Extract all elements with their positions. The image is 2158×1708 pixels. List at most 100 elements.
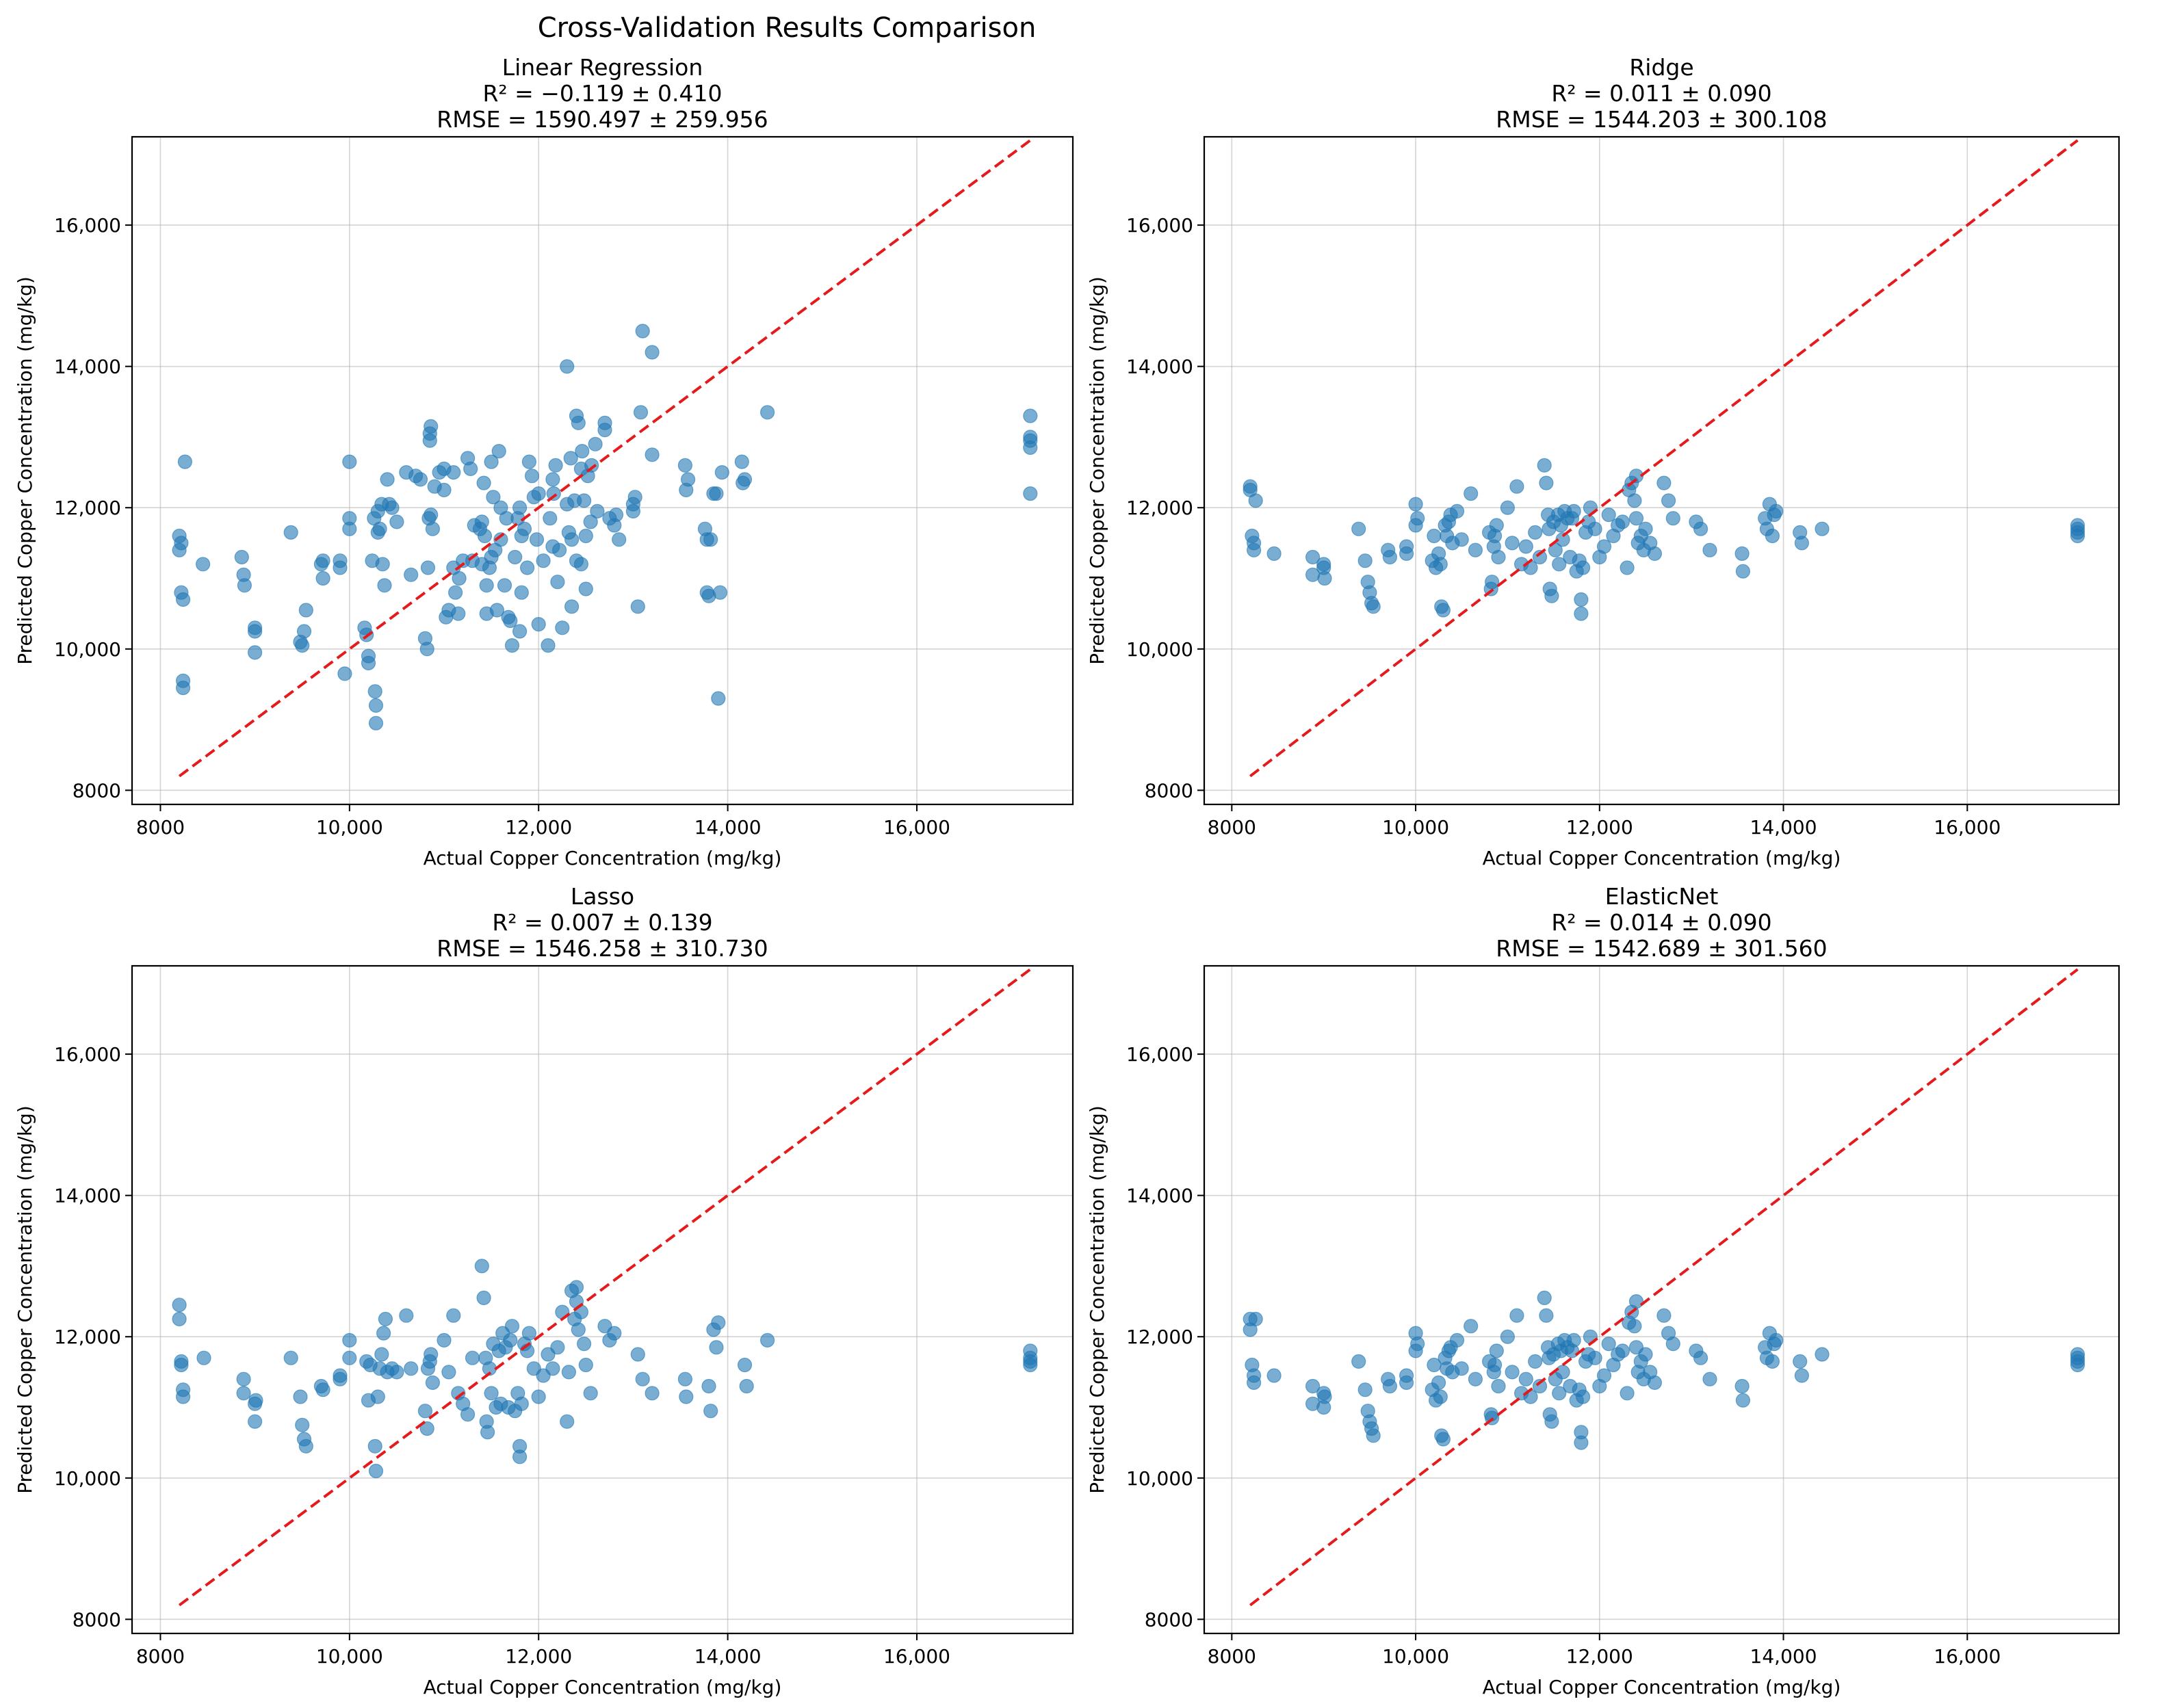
scatter-point [1518,539,1533,554]
scatter-point [1399,546,1414,562]
y-tick-label: 10,000 [1126,638,1193,661]
y-tick-label: 16,000 [54,1043,121,1066]
y-axis-label: Predicted Copper Concentration (mg/kg) [14,276,36,665]
scatter-point [630,1347,645,1362]
scatter-point [1735,1393,1750,1408]
scatter-point [584,458,599,473]
scatter-point [236,1386,251,1401]
scatter-point [446,1308,461,1323]
scatter-point [645,345,660,360]
scatter-point [196,557,211,572]
y-tick-label: 8000 [1145,1608,1193,1631]
scatter-point [1596,539,1612,554]
scatter-point [368,715,384,731]
scatter-point [196,1350,211,1365]
scatter-point [583,514,598,529]
scatter-point [176,680,191,696]
scatter-point [424,1347,439,1362]
scatter-point [1544,1414,1559,1429]
x-tick-label: 10,000 [1382,1645,1449,1668]
scatter-point [389,1365,404,1380]
scatter-point [531,616,546,632]
scatter-point [550,575,565,590]
scatter-point [1574,606,1589,621]
scatter-point [524,469,540,484]
scatter-point [1435,1432,1451,1447]
scatter-point [1351,521,1366,536]
scatter-point [437,1332,452,1348]
scatter-point [1246,542,1262,557]
scatter-point [737,472,753,487]
scatter-point [564,532,580,547]
scatter-point [1576,560,1591,575]
scatter-point [1794,536,1809,551]
scatter-point [1410,1336,1425,1352]
scatter-point [1464,486,1479,501]
x-tick-label: 14,000 [694,816,762,839]
x-tick-label: 16,000 [883,1645,950,1668]
scatter-point [1382,549,1398,565]
scatter-point [1587,1350,1602,1365]
scatter-point [677,458,693,473]
scatter-point [1491,549,1506,565]
scatter-point [283,1350,298,1365]
scatter-point [315,570,330,586]
scatter-point [1433,557,1448,572]
scatter-point [709,1340,724,1355]
scatter-point [1574,1435,1589,1450]
subplot-title: Linear Regression [502,54,703,81]
scatter-point [452,570,467,586]
scatter-point [295,638,310,653]
scatter-point [342,511,357,526]
scatter-point [545,472,560,487]
scatter-point [1489,518,1504,533]
scatter-point [1555,1365,1570,1380]
scatter-point [493,532,508,547]
scatter-point [419,1421,434,1436]
scatter-point [1596,1368,1612,1383]
x-tick-label: 16,000 [883,816,950,839]
scatter-point [333,560,348,575]
scatter-point [1734,1378,1750,1394]
scatter-point [1539,475,1554,490]
scatter-point [484,454,499,469]
scatter-point [1410,511,1425,526]
scatter-point [342,454,357,469]
reference-line [178,968,1032,1607]
scatter-point [551,542,567,557]
scatter-point [1615,514,1630,529]
plot-frame [131,964,1074,1635]
scatter-point [571,1322,586,1337]
scatter-point [295,1417,310,1432]
scatter-point [425,1375,441,1391]
scatter-point [1702,1371,1717,1387]
scatter-point [607,1326,622,1341]
scatter-point [1366,1428,1381,1443]
scatter-point [1566,1332,1581,1348]
scatter-point [1532,1378,1548,1394]
scatter-point [1266,546,1282,562]
y-axis-label: Predicted Copper Concentration (mg/kg) [1086,276,1108,665]
scatter-point [451,606,466,621]
scatter-point [298,1438,313,1454]
scatter-point [419,642,434,657]
scatter-point [1566,503,1581,519]
scatter-point [504,638,520,653]
scatter-point [633,405,649,420]
scatter-point [1023,1357,1038,1373]
scatter-point [372,521,387,536]
subplot-rmse-label: RMSE = 1542.689 ± 301.560 [1496,935,1827,962]
scatter-point [645,1386,660,1401]
scatter-point [635,1371,650,1387]
scatter-point [1248,1311,1263,1327]
scatter-point [1615,1343,1630,1358]
scatter-point [759,1332,775,1348]
scatter-point [1468,542,1483,557]
scatter-point [1528,1354,1543,1369]
